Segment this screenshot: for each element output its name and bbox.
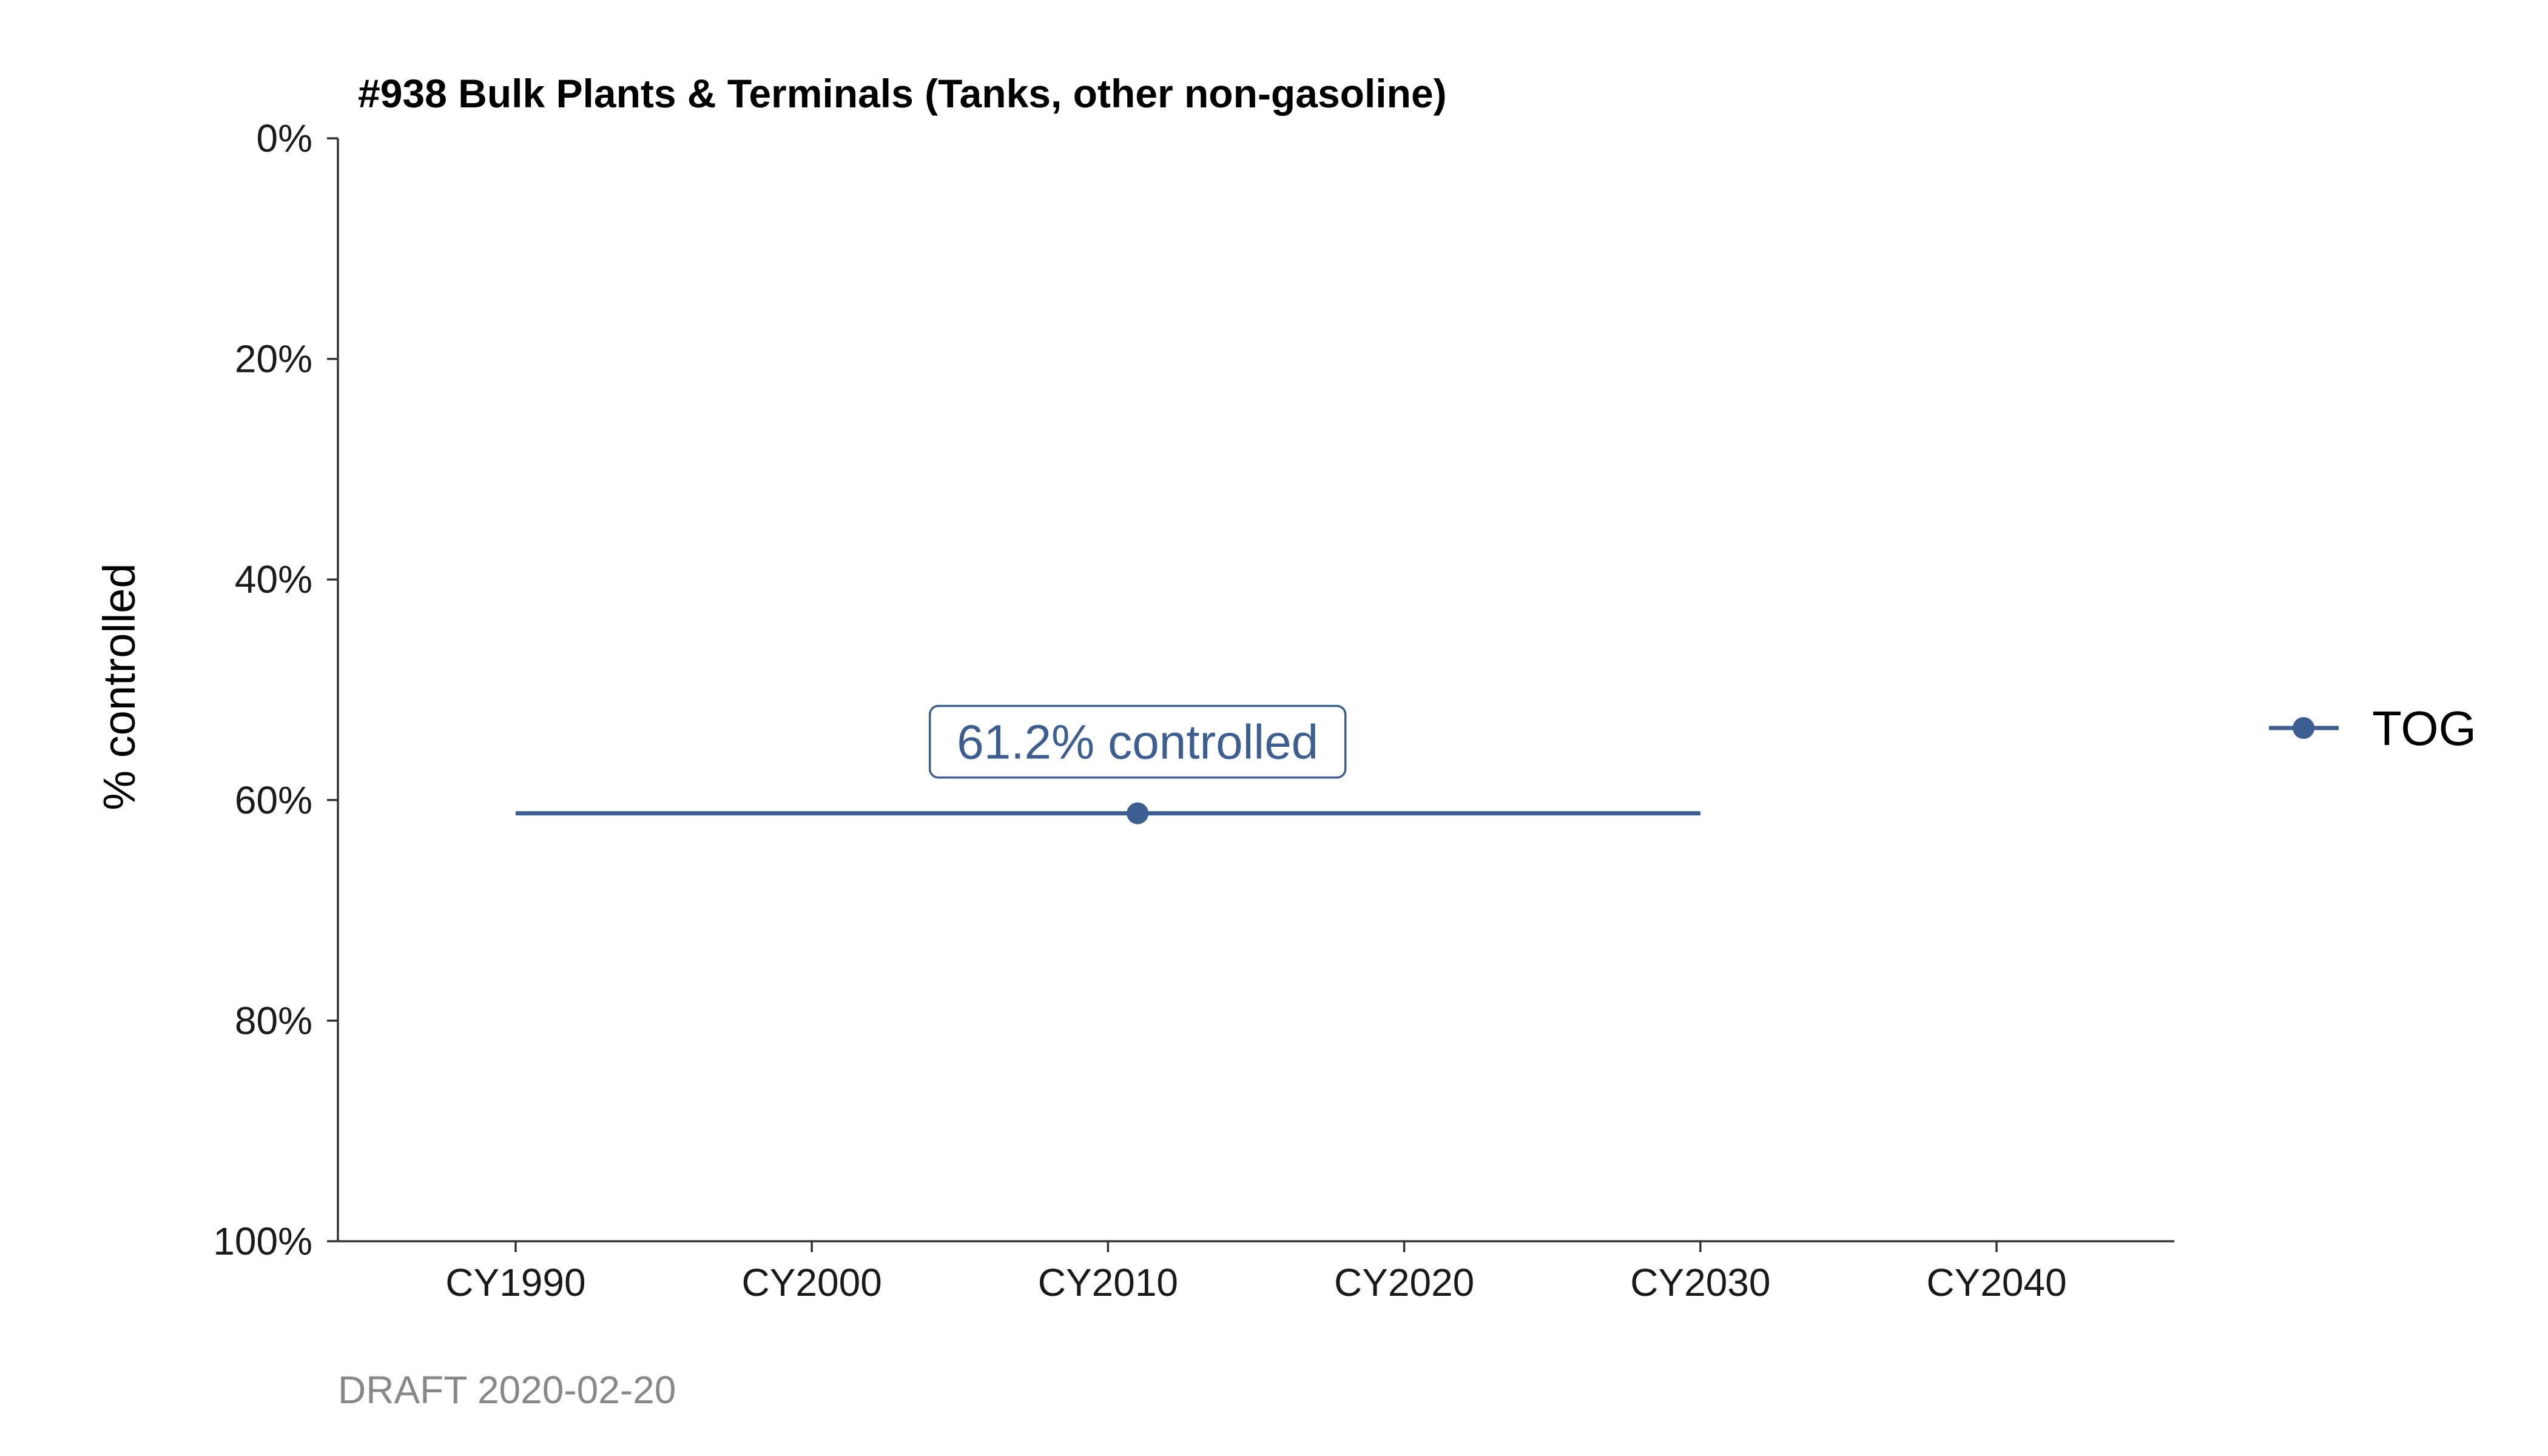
x-tick-label: CY2030 — [1630, 1261, 1770, 1304]
x-tick-label: CY2040 — [1926, 1261, 2066, 1304]
x-axis-ticks: CY1990 CY2000 CY2010 CY2020 CY2030 CY2040 — [445, 1241, 2067, 1304]
annotation-label: 61.2% controlled — [957, 715, 1318, 769]
data-point — [1127, 802, 1149, 824]
y-tick-label: 20% — [235, 337, 312, 381]
y-axis-label: % controlled — [94, 563, 144, 810]
draft-caption: DRAFT 2020-02-20 — [338, 1368, 676, 1412]
legend: TOG — [2269, 701, 2476, 755]
legend-label: TOG — [2372, 701, 2476, 755]
y-tick-label: 40% — [235, 558, 312, 601]
x-tick-label: CY2020 — [1334, 1261, 1474, 1304]
y-tick-label: 60% — [235, 778, 312, 822]
series-group — [515, 802, 1700, 824]
legend-marker-icon — [2293, 717, 2314, 739]
y-tick-label: 100% — [213, 1219, 312, 1263]
y-axis-ticks: 0% 20% 40% 60% 80% 100% — [213, 116, 338, 1263]
y-tick-label: 80% — [235, 999, 312, 1042]
chart-title: #938 Bulk Plants & Terminals (Tanks, oth… — [358, 71, 1447, 116]
x-tick-label: CY1990 — [445, 1261, 585, 1304]
annotation-group: 61.2% controlled — [928, 704, 1347, 779]
x-tick-label: CY2010 — [1038, 1261, 1178, 1304]
y-tick-label: 0% — [257, 116, 313, 160]
annotation-box — [928, 704, 1347, 779]
x-tick-label: CY2000 — [742, 1261, 882, 1304]
